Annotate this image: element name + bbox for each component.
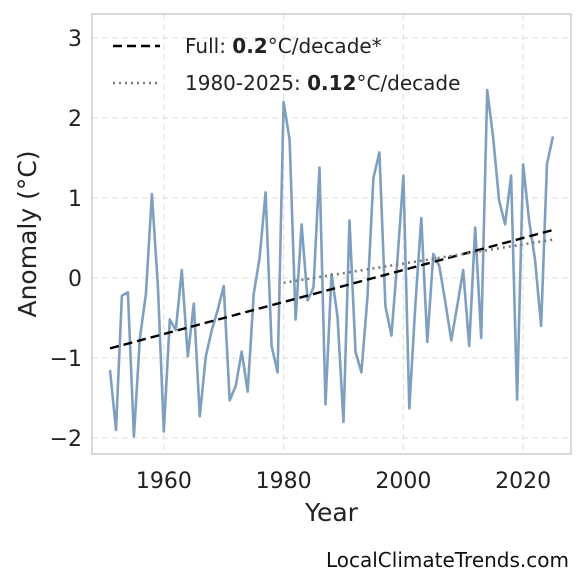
y-tick-label: −1 <box>50 347 82 372</box>
y-axis-label: Anomaly (°C) <box>13 150 42 317</box>
legend-label: Full: 0.2°C/decade* <box>185 34 382 58</box>
plot-area-frame <box>91 13 572 455</box>
source-credit: LocalClimateTrends.com <box>325 548 569 572</box>
legend: Full: 0.2°C/decade*1980-2025: 0.12°C/dec… <box>113 34 460 95</box>
x-tick-label: 2000 <box>375 469 431 494</box>
y-axis-ticks: −2 −1 0 1 2 3 <box>50 27 82 452</box>
x-tick-label: 1960 <box>136 469 192 494</box>
legend-label: 1980-2025: 0.12°C/decade <box>185 71 460 95</box>
legend-label-suffix: °C/decade <box>356 71 460 95</box>
legend-label-value: 0.12 <box>307 71 356 95</box>
legend-label-prefix: Full: <box>185 34 232 58</box>
y-tick-label: −2 <box>50 427 82 452</box>
y-tick-label: 1 <box>68 187 82 212</box>
x-axis-ticks: 1960 1980 2000 2020 <box>136 469 551 494</box>
full-trend-line <box>109 228 554 350</box>
legend-label-suffix: °C/decade* <box>268 34 382 58</box>
legend-label-prefix: 1980-2025: <box>185 71 307 95</box>
anomaly-series-line <box>108 88 555 438</box>
y-tick-label: 0 <box>68 267 82 292</box>
series <box>108 88 555 438</box>
grid <box>92 14 571 454</box>
y-tick-label: 3 <box>68 27 82 52</box>
x-tick-label: 1980 <box>256 469 312 494</box>
x-tick-label: 2020 <box>495 469 551 494</box>
y-tick-label: 2 <box>68 107 82 132</box>
legend-label-value: 0.2 <box>232 34 267 58</box>
x-axis-label: Year <box>304 498 359 527</box>
